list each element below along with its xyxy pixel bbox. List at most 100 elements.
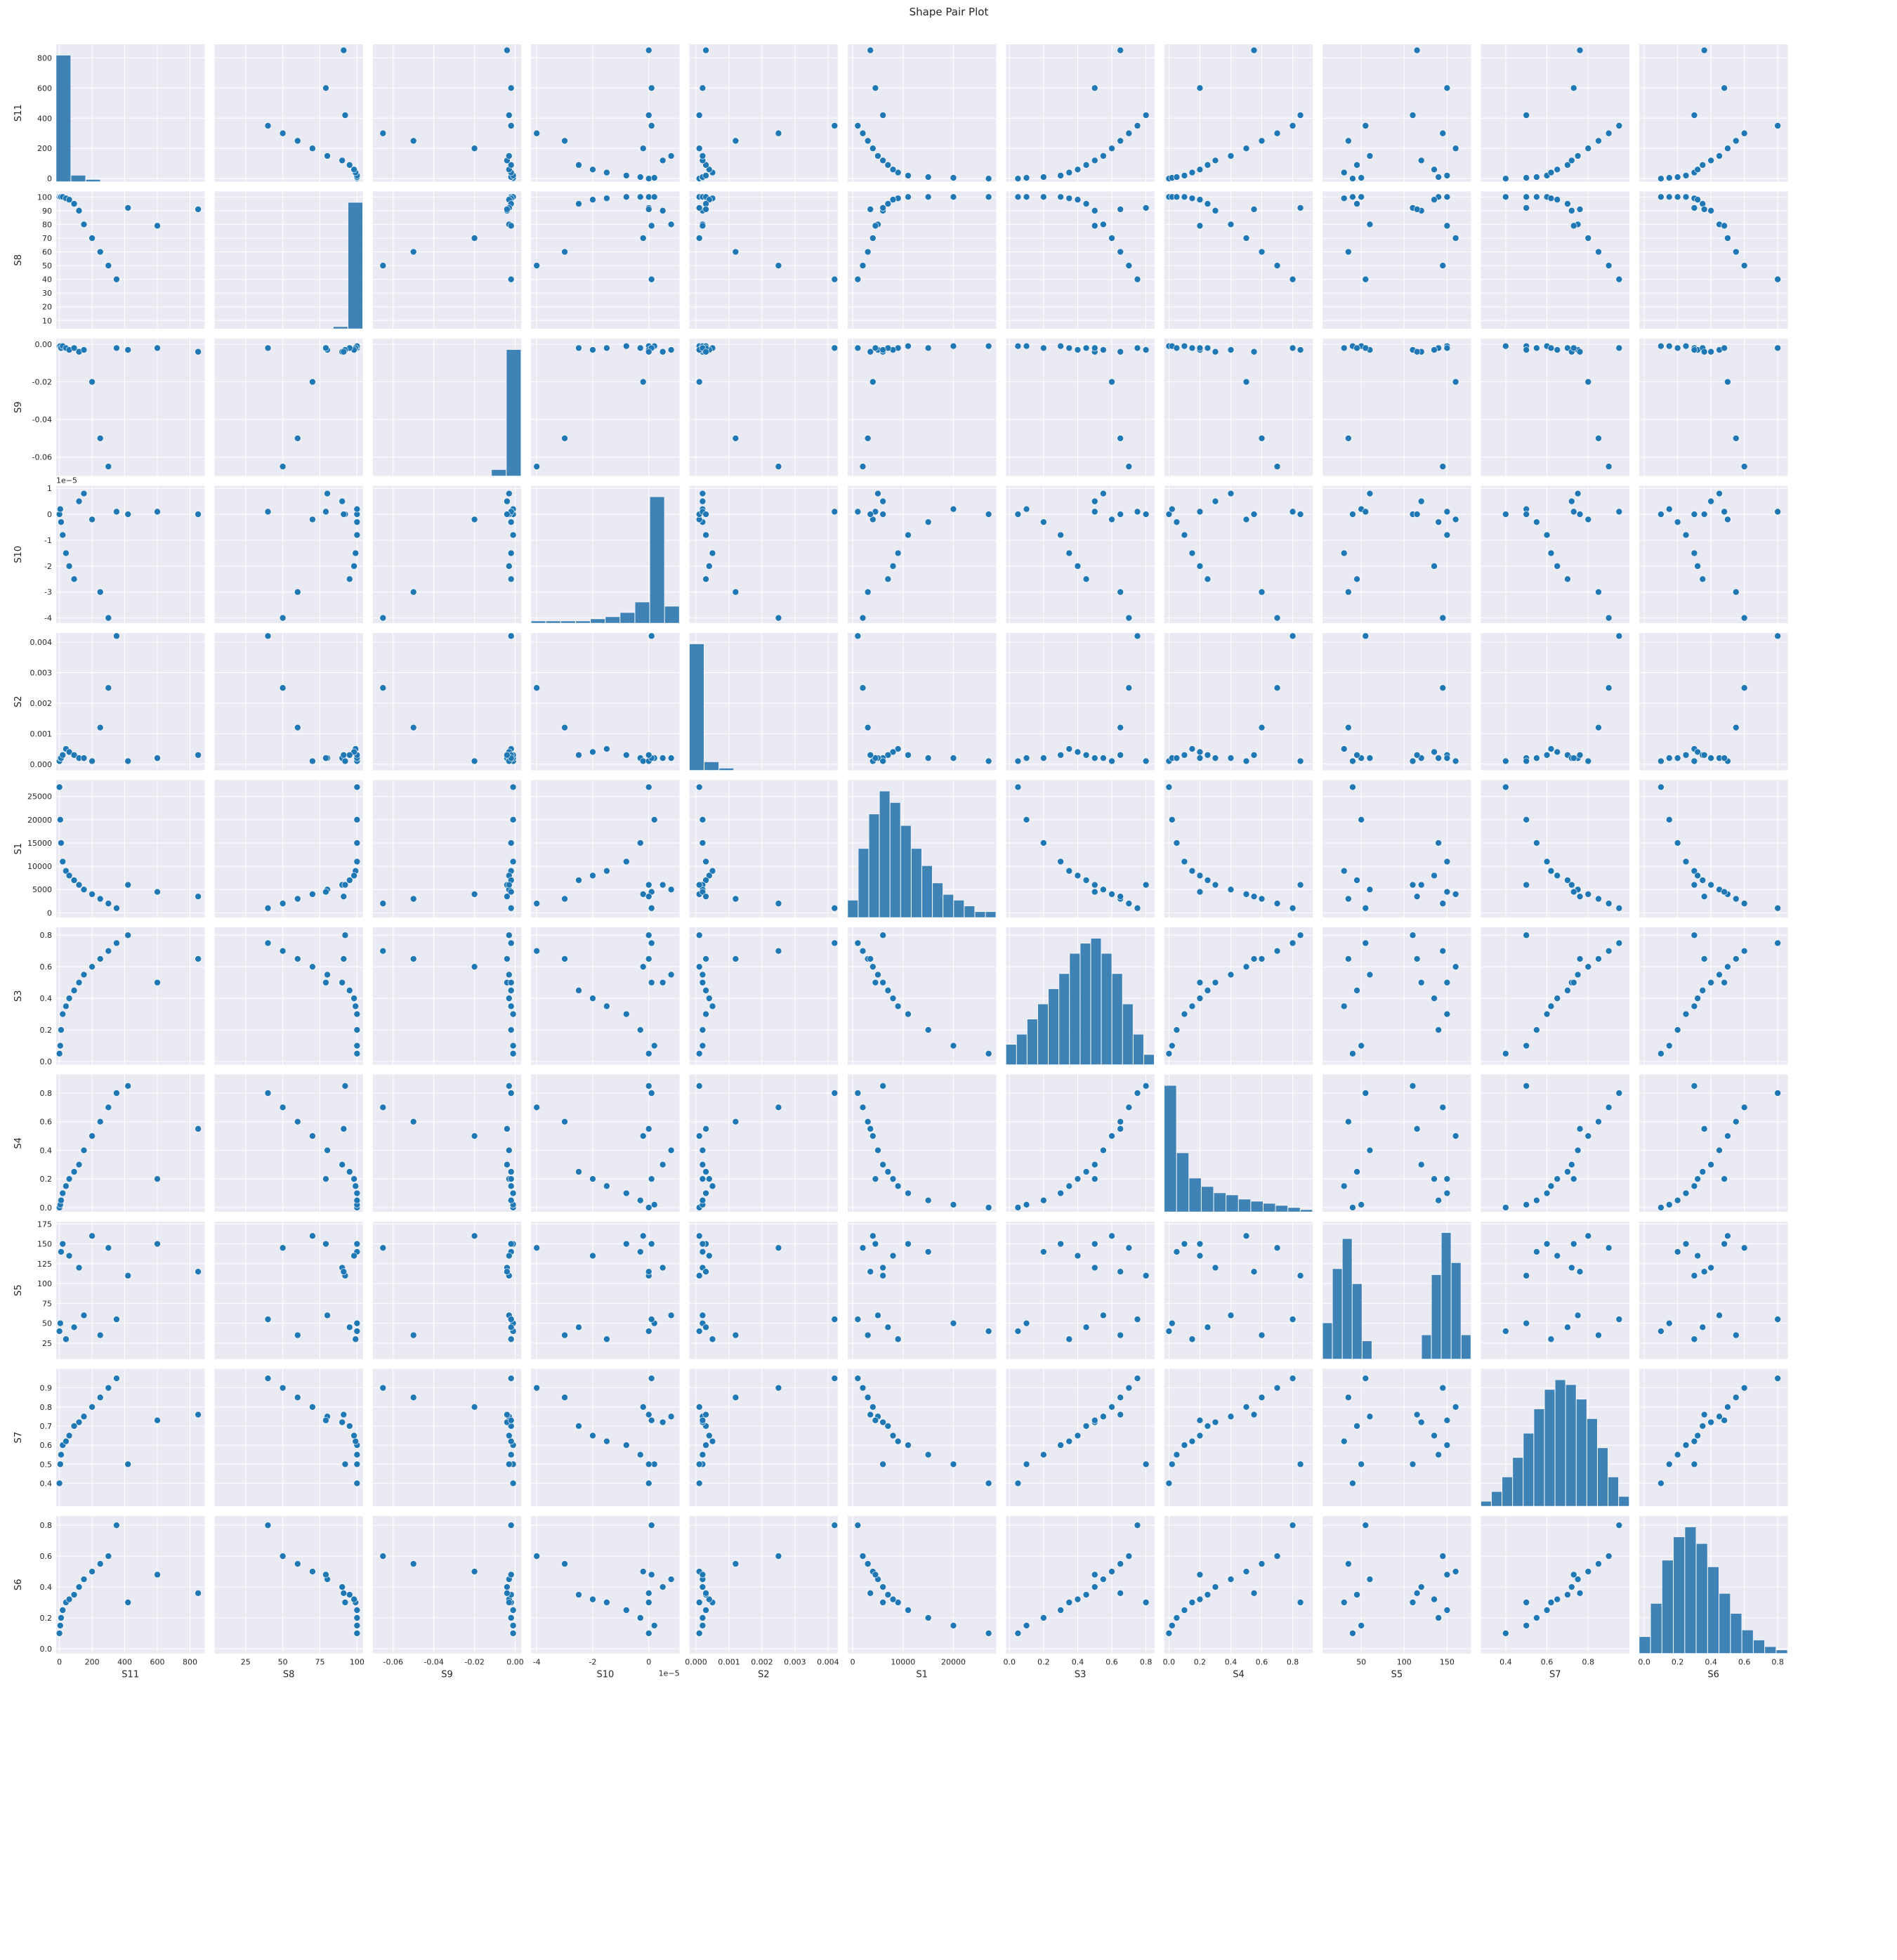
- data-point: [1547, 1002, 1555, 1010]
- data-point: [1117, 1118, 1124, 1125]
- data-point: [1117, 1411, 1124, 1418]
- data-point: [1362, 122, 1370, 129]
- panel-S3-vs-S3: [1006, 927, 1155, 1065]
- panel-S10-vs-S9: [372, 485, 522, 623]
- data-point: [732, 1331, 740, 1339]
- data-point: [589, 1252, 596, 1260]
- data-point: [1576, 955, 1584, 962]
- data-point: [1452, 145, 1459, 152]
- data-point: [504, 1411, 511, 1418]
- data-point: [905, 1189, 912, 1197]
- data-point: [63, 1002, 70, 1010]
- data-point: [659, 207, 667, 214]
- data-point: [575, 1591, 582, 1598]
- data-point: [1258, 1560, 1266, 1567]
- data-point: [699, 497, 707, 505]
- data-point: [1658, 342, 1665, 350]
- data-point: [1615, 904, 1623, 912]
- data-point: [1165, 1050, 1173, 1057]
- data-point: [1014, 175, 1022, 183]
- data-point: [650, 174, 658, 181]
- data-point: [645, 1268, 652, 1275]
- data-point: [1117, 511, 1124, 518]
- data-point: [702, 46, 709, 54]
- histogram-bar: [1587, 1418, 1598, 1507]
- data-point: [705, 166, 713, 174]
- data-point: [59, 858, 67, 865]
- data-point: [1443, 888, 1451, 896]
- data-point: [1605, 262, 1613, 269]
- panel-background: [689, 44, 838, 182]
- panel-background: [214, 339, 363, 476]
- data-point: [1533, 754, 1540, 762]
- histogram-bar: [1512, 1457, 1523, 1507]
- data-point: [1691, 511, 1698, 518]
- data-point: [561, 137, 568, 145]
- data-point: [1443, 531, 1451, 539]
- data-point: [1724, 378, 1731, 386]
- y-tick-label: 0.5: [40, 1460, 53, 1469]
- data-point: [1100, 1146, 1107, 1154]
- data-point: [65, 1595, 73, 1603]
- data-point: [1117, 893, 1124, 900]
- data-point: [1409, 932, 1417, 939]
- data-point: [1366, 971, 1374, 979]
- data-point: [154, 1175, 161, 1182]
- panel-background: [848, 1516, 997, 1654]
- data-point: [1134, 904, 1141, 912]
- panel-S7-vs-S5: [1322, 1368, 1471, 1506]
- panel-S11-vs-S10: [531, 44, 680, 183]
- data-point: [1091, 1175, 1098, 1182]
- data-point: [709, 1182, 716, 1190]
- data-point: [507, 1614, 515, 1621]
- data-point: [1523, 193, 1530, 201]
- panel-background: [848, 191, 997, 329]
- data-point: [667, 221, 675, 228]
- data-point: [1040, 1196, 1047, 1204]
- histogram-bar: [704, 762, 719, 771]
- y-tick-label: 200: [37, 144, 52, 153]
- data-point: [950, 754, 957, 762]
- data-point: [65, 872, 73, 880]
- y-axis-label: S11: [13, 104, 24, 122]
- panel-background: [1164, 780, 1313, 917]
- data-point: [1431, 346, 1438, 353]
- data-point: [709, 1437, 716, 1445]
- data-point: [1289, 904, 1297, 912]
- panel-background: [1322, 339, 1471, 476]
- data-point: [509, 1010, 517, 1018]
- data-point: [1242, 145, 1250, 152]
- data-point: [506, 1461, 513, 1468]
- data-point: [1273, 900, 1281, 907]
- histogram-bar: [1639, 1636, 1651, 1654]
- data-point: [1605, 900, 1613, 907]
- data-point: [1674, 193, 1681, 201]
- data-point: [699, 979, 707, 986]
- y-axis-label: S8: [13, 254, 24, 266]
- data-point: [1774, 344, 1781, 352]
- data-point: [1196, 222, 1204, 230]
- data-point: [1721, 344, 1728, 352]
- data-point: [1196, 754, 1204, 762]
- data-point: [504, 893, 511, 900]
- data-point: [80, 754, 88, 762]
- data-point: [1366, 1146, 1374, 1154]
- histogram-bar: [879, 790, 891, 918]
- data-point: [353, 1614, 361, 1621]
- data-point: [702, 1442, 709, 1449]
- data-point: [1091, 1417, 1098, 1424]
- data-point: [1533, 1196, 1540, 1204]
- data-point: [507, 939, 515, 947]
- data-point: [1362, 632, 1370, 640]
- data-point: [859, 1244, 867, 1252]
- data-point: [339, 497, 346, 505]
- data-point: [695, 1132, 703, 1139]
- data-point: [96, 1394, 104, 1402]
- data-point: [648, 1417, 655, 1424]
- data-point: [409, 1118, 417, 1125]
- data-point: [1439, 463, 1447, 470]
- data-point: [623, 342, 630, 350]
- histogram-bar: [1707, 1567, 1719, 1654]
- data-point: [279, 463, 287, 470]
- histogram-bar: [1753, 1640, 1765, 1654]
